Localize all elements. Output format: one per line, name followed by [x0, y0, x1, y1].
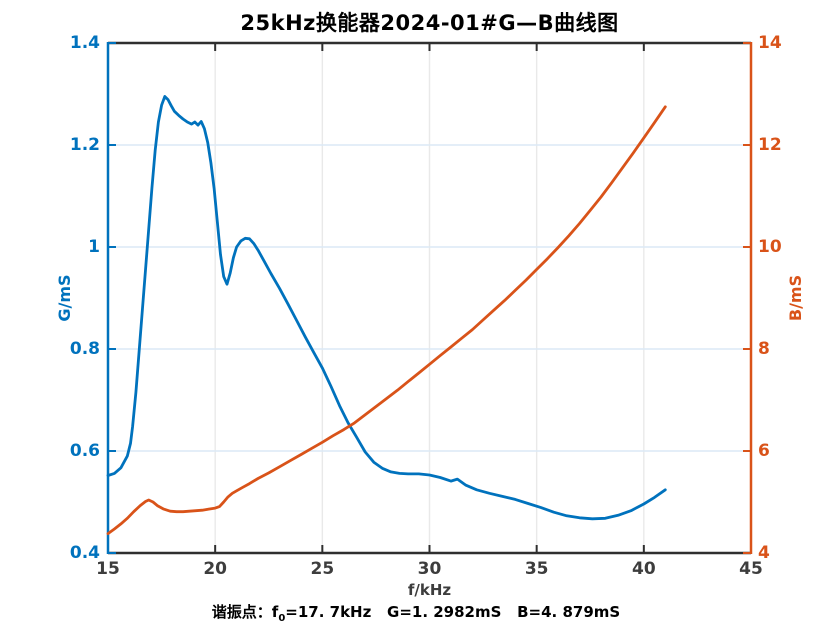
x-tick-label: 40	[631, 559, 656, 579]
right-y-tick-label: 6	[758, 441, 770, 461]
resonance-annotation: 谐振点：f0=17. 7kHz G=1. 2982mS B=4. 879mS	[0, 601, 832, 624]
annotation-prefix: 谐振点：f	[211, 603, 279, 621]
x-tick-label: 30	[417, 559, 442, 579]
left-y-axis-title: G/mS	[55, 274, 74, 322]
right-y-tick-label: 14	[758, 33, 782, 53]
x-tick-label: 35	[524, 559, 549, 579]
left-y-tick-label: 1.4	[69, 33, 100, 53]
series-B-curve	[106, 105, 667, 535]
x-axis-title: f/kHz	[407, 581, 452, 599]
left-y-tick-label: 0.8	[69, 339, 100, 359]
x-tick-label: 15	[96, 559, 120, 579]
data-series	[106, 95, 667, 535]
x-tick-label: 45	[739, 559, 763, 579]
grid-lines	[108, 43, 751, 553]
right-y-axis-title: B/mS	[786, 274, 805, 322]
left-y-tick-label: 0.6	[69, 441, 100, 461]
axis-tick-marks	[108, 42, 751, 554]
right-y-tick-label: 8	[758, 339, 770, 359]
series-G-curve	[106, 95, 667, 521]
right-y-tick-label: 4	[758, 543, 770, 563]
annotation-subscript: 0	[278, 613, 286, 624]
left-y-tick-label: 1.2	[69, 135, 100, 155]
annotation-values: =17. 7kHz G=1. 2982mS B=4. 879mS	[285, 603, 621, 621]
right-y-tick-label: 12	[758, 135, 782, 155]
right-y-tick-label: 10	[758, 237, 782, 257]
left-y-tick-label: 0.4	[69, 543, 100, 563]
left-y-tick-label: 1	[88, 237, 100, 257]
chart-title: 25kHz换能器2024-01#G—B曲线图	[240, 11, 619, 35]
x-tick-label: 25	[310, 559, 335, 579]
x-tick-label: 20	[203, 559, 227, 579]
